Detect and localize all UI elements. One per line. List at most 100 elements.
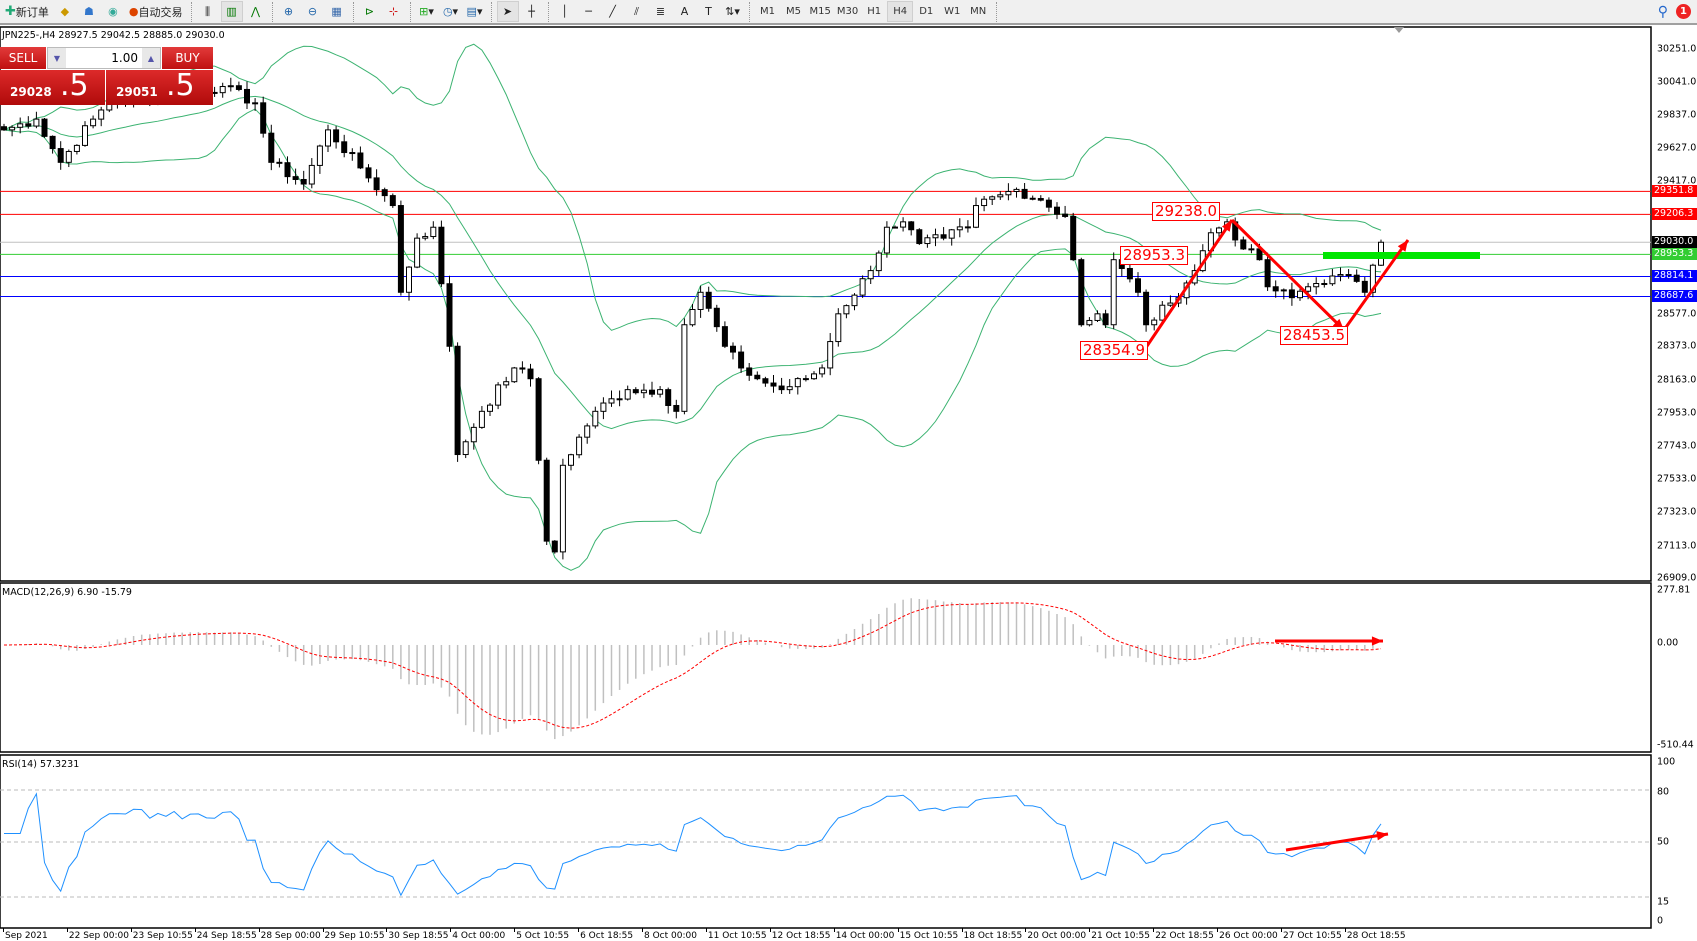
annotation-low-1[interactable]: 28354.9	[1080, 341, 1149, 360]
buy-button[interactable]: BUY	[162, 47, 213, 69]
time-tick	[961, 928, 963, 932]
fibonacci-button[interactable]: ≣	[650, 1, 672, 22]
crosshair-button[interactable]: ┼	[521, 1, 543, 22]
timeframe-h4[interactable]: H4	[887, 1, 914, 22]
ask-price-box[interactable]: 29051.5	[106, 68, 213, 105]
cursor-button[interactable]: ➤	[496, 1, 519, 22]
candle-body	[1045, 199, 1052, 208]
candle-body	[908, 221, 915, 231]
chart-header: JPN225-,H4 28927.5 29042.5 28885.0 29030…	[2, 30, 225, 41]
periods-button[interactable]: ◷ ▾	[442, 5, 459, 18]
candle-body	[640, 389, 647, 394]
zoom-in-button[interactable]: ⊕	[278, 1, 300, 22]
timeframe-m30[interactable]: M30	[836, 6, 859, 17]
macd-tick-min: -510.44	[1657, 739, 1694, 751]
new-order-button[interactable]: ✚ 新订单	[5, 4, 49, 19]
candle-body	[713, 307, 720, 328]
chart-shift-button[interactable]: ⊹	[383, 1, 405, 22]
indicators-button[interactable]: ⊞ ▾	[419, 5, 434, 18]
time-label: 6 Oct 18:55	[580, 931, 634, 941]
templates-button[interactable]: ▤ ▾	[466, 5, 483, 18]
candle-body	[568, 454, 574, 466]
time-label: 30 Sep 18:55	[388, 931, 449, 941]
annotation-high[interactable]: 29238.0	[1152, 202, 1221, 221]
bid-price-box[interactable]: 29028.5	[0, 68, 105, 105]
candle-body	[422, 236, 429, 239]
vertical-line-button[interactable]: │	[554, 1, 576, 22]
candle-body	[1037, 198, 1044, 201]
timeframe-mn[interactable]: MN	[970, 6, 987, 17]
lot-increase-icon[interactable]: ▲	[142, 48, 160, 68]
candle-body	[794, 378, 801, 388]
candle-body	[770, 382, 777, 387]
lot-value[interactable]: 1.00	[111, 51, 138, 65]
candle-body	[867, 270, 874, 280]
candle-body	[82, 125, 88, 146]
time-tick	[322, 928, 324, 932]
time-tick	[1089, 928, 1091, 932]
annotation-low-2[interactable]: 28453.5	[1280, 326, 1349, 345]
zoom-out-button[interactable]: ⊖	[302, 1, 324, 22]
price-tick: 28577.0	[1657, 308, 1697, 320]
candle-body	[989, 196, 996, 200]
candle-body	[292, 176, 299, 180]
timeframe-m15[interactable]: M15	[809, 6, 831, 17]
candle-body	[616, 398, 623, 401]
price-tick: 28163.0	[1657, 374, 1697, 385]
time-label: 24 Sep 18:55	[196, 931, 257, 941]
trendline-button[interactable]: ╱	[602, 1, 624, 22]
sell-button[interactable]: SELL	[0, 47, 46, 69]
candle-body	[705, 291, 712, 309]
time-label: 29 Sep 10:55	[324, 931, 385, 941]
candle-body	[754, 374, 761, 380]
price-tick: 27953.0	[1657, 407, 1697, 419]
navigator-button[interactable]: ☗	[78, 1, 100, 22]
timeframe-w1[interactable]: W1	[944, 6, 961, 17]
timeframe-m1[interactable]: M1	[760, 6, 776, 17]
line-chart-button[interactable]: ⋀	[245, 1, 267, 22]
bar-chart-button[interactable]: ⫼	[197, 1, 219, 22]
candlestick-button[interactable]: ▥	[220, 1, 243, 22]
horizontal-line-button[interactable]: ─	[578, 1, 600, 22]
candle-body	[1094, 313, 1101, 321]
notification-badge[interactable]: 1	[1676, 4, 1691, 19]
time-label: 27 Oct 10:55	[1283, 931, 1342, 941]
new-order-icon: ✚	[5, 4, 16, 19]
candle-body	[268, 132, 275, 163]
market-watch-button[interactable]: ◆	[54, 1, 76, 22]
candle-body	[778, 385, 785, 391]
candle-body	[1078, 259, 1085, 326]
timeframe-h1[interactable]: H1	[867, 6, 882, 17]
price-tick: 30041.0	[1657, 76, 1697, 88]
candle-body	[57, 148, 64, 163]
candle-body	[98, 109, 105, 120]
candle-body	[1135, 278, 1141, 293]
signals-button[interactable]: ◉	[102, 1, 124, 22]
candle-body	[624, 389, 631, 400]
candle-body	[1013, 188, 1020, 192]
channel-button[interactable]: ⫽	[626, 1, 648, 22]
arrows-button[interactable]: ⇅ ▾	[725, 5, 740, 18]
time-tick	[642, 928, 643, 932]
lot-size-input[interactable]: ▼ 1.00 ▲	[47, 47, 161, 69]
candle-body	[9, 126, 16, 131]
annotation-mid[interactable]: 28953.3	[1120, 246, 1189, 265]
candle-body	[738, 351, 745, 369]
candle-body	[1062, 213, 1069, 217]
candle-body	[1264, 259, 1271, 288]
time-tick	[705, 928, 707, 932]
vertical-line-icon: │	[561, 5, 568, 18]
lot-decrease-icon[interactable]: ▼	[48, 48, 66, 68]
auto-trade-button[interactable]: ● 自动交易	[128, 5, 183, 19]
timeframe-m5[interactable]: M5	[786, 6, 802, 17]
candle-body	[365, 167, 372, 179]
timeframe-d1[interactable]: D1	[919, 6, 934, 17]
time-tick	[258, 928, 260, 932]
text-button[interactable]: A	[674, 1, 696, 22]
search-icon[interactable]: ⚲	[1657, 3, 1668, 20]
tile-windows-button[interactable]: ▦	[326, 1, 348, 22]
price-tick: 29417.0	[1657, 175, 1697, 187]
text-label-button[interactable]: T	[698, 1, 720, 22]
autoscroll-button[interactable]: ⊳	[359, 1, 381, 22]
